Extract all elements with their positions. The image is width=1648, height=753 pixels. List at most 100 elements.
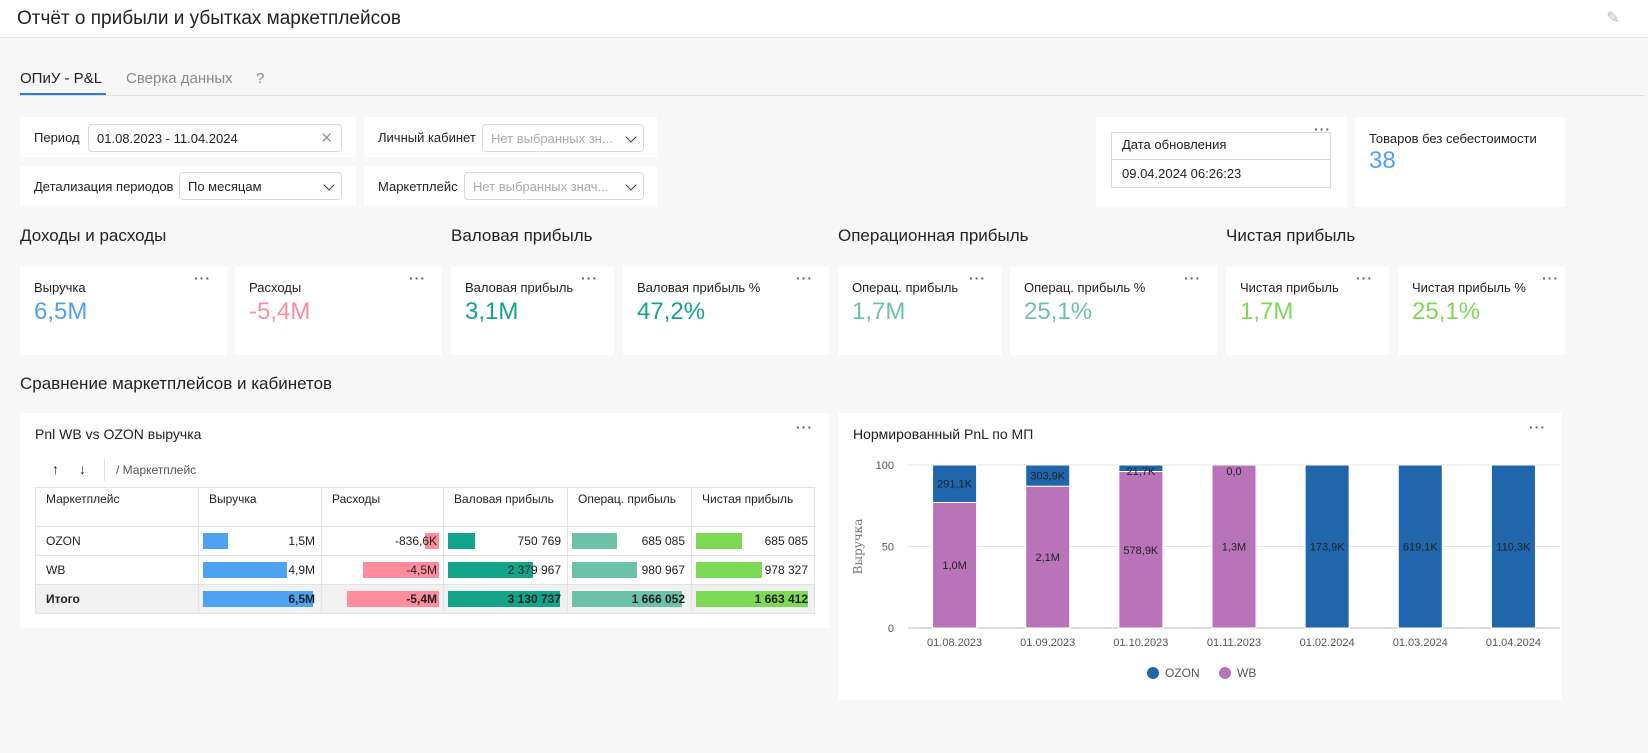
data-label: 0,0	[1226, 466, 1241, 478]
kpi-label: Валовая прибыль	[465, 280, 574, 295]
bar-segment-ozon	[1118, 464, 1164, 473]
data-label: 291,1K	[937, 479, 973, 491]
value-cell: 1 666 052	[567, 584, 692, 614]
column-header[interactable]: Выручка	[198, 487, 322, 527]
update-date-label: Дата обновления	[1112, 133, 1330, 160]
cell-content: 1,5M	[203, 531, 317, 551]
x-tick-label: 01.11.2023	[1207, 637, 1261, 649]
kpi-value: 25,1%	[1024, 298, 1093, 325]
divider	[104, 459, 105, 481]
section-compare: Сравнение маркетплейсов и кабинетов	[20, 374, 333, 393]
table-row[interactable]: OZON 1,5M -836,6K 750 769 685 085 685 085	[35, 526, 815, 556]
cell-value: -836,6K	[394, 534, 437, 548]
cell-value: 685 085	[764, 534, 808, 548]
value-cell: 750 769	[443, 526, 568, 556]
more-icon[interactable]: ···	[409, 270, 426, 286]
kpi-net-profit-pct: Чистая прибыль % 25,1% ···	[1398, 266, 1565, 355]
value-bar	[572, 562, 637, 578]
cell-content: 685 085	[696, 531, 810, 551]
sort-down-icon[interactable]: ↓	[79, 461, 86, 477]
data-label: 21,7K	[1126, 466, 1155, 478]
y-axis-label: Выручка	[851, 519, 865, 575]
column-header[interactable]: Валовая прибыль	[443, 487, 568, 527]
table-row[interactable]: Итого 6,5M -5,4M 3 130 737 1 666 052 1 663 41…	[35, 584, 815, 614]
more-icon[interactable]: ···	[1356, 270, 1373, 286]
value-bar	[203, 562, 287, 578]
kpi-value: 1,7M	[852, 298, 906, 325]
kpi-operating-profit: Операц. прибыль 1,7M ···	[838, 266, 1002, 355]
marketplace-label: Маркетплейс	[378, 179, 458, 194]
detail-value: По месяцам	[188, 179, 262, 194]
column-header[interactable]: Операц. прибыль	[567, 487, 692, 527]
kpi-label: Операц. прибыль %	[1024, 280, 1146, 295]
more-icon[interactable]: ···	[969, 270, 986, 286]
cell-content: -4,5M	[326, 560, 439, 580]
value-cell: 685 085	[691, 526, 815, 556]
column-header[interactable]: Расходы	[321, 487, 444, 527]
section-operating: Операционная прибыль	[838, 226, 1029, 245]
more-icon[interactable]: ···	[581, 270, 598, 286]
column-header[interactable]: Чистая прибыль	[691, 487, 815, 527]
kpi-value: 3,1M	[465, 298, 519, 325]
kpi-label: Чистая прибыль %	[1412, 280, 1526, 295]
cell-value: 3 130 737	[507, 592, 561, 606]
value-bar	[203, 591, 313, 607]
cell-value: 978 327	[764, 563, 808, 577]
update-date-card: ··· Дата обновления 09.04.2024 06:26:23	[1096, 117, 1347, 207]
cell-content: 980 967	[572, 560, 687, 580]
more-icon[interactable]: ···	[796, 419, 813, 435]
cabinet-select[interactable]: Нет выбранных зн...	[482, 124, 644, 152]
tab-help[interactable]: ?	[256, 70, 265, 87]
marketplace-cell: Итого	[35, 584, 199, 614]
bar-segment-ozon	[1397, 464, 1443, 629]
more-icon[interactable]: ···	[1184, 270, 1201, 286]
value-cell: -4,5M	[321, 555, 444, 585]
section-gross: Валовая прибыль	[451, 226, 593, 245]
more-icon[interactable]: ···	[1314, 121, 1331, 137]
value-cell: -836,6K	[321, 526, 444, 556]
page-title: Отчёт о прибыли и убытках маркетплейсов	[17, 8, 401, 29]
cell-content: 1 663 412	[696, 589, 810, 609]
tab-reconciliation[interactable]: Сверка данных	[126, 70, 233, 87]
clear-icon[interactable]: ✕	[320, 130, 333, 147]
cell-value: 1 663 412	[754, 592, 808, 606]
sort-up-icon[interactable]: ↑	[52, 461, 59, 477]
kpi-value: 1,7M	[1240, 298, 1294, 325]
cell-value: -5,4M	[406, 592, 437, 606]
value-bar	[696, 591, 808, 607]
tab-pnl[interactable]: ОПиУ - P&L	[20, 70, 103, 87]
breadcrumb[interactable]: / Маркетплейс	[116, 463, 197, 477]
tab-bar: ОПиУ - P&L Сверка данных ?	[20, 60, 1645, 96]
x-tick-label: 01.02.2024	[1300, 637, 1355, 649]
x-tick-label: 01.09.2023	[1020, 637, 1075, 649]
value-bar	[448, 533, 475, 549]
marketplace-select[interactable]: Нет выбранных знач...	[464, 172, 644, 200]
edit-icon[interactable]: ✎	[1606, 10, 1620, 27]
cabinet-placeholder: Нет выбранных зн...	[491, 131, 613, 146]
period-input[interactable]: 01.08.2023 - 11.04.2024 ✕	[88, 124, 342, 152]
value-cell: 685 085	[567, 526, 692, 556]
value-bar	[572, 591, 682, 607]
kpi-net-profit: Чистая прибыль 1,7M ···	[1226, 266, 1389, 355]
chevron-down-icon	[323, 179, 335, 191]
more-icon[interactable]: ···	[796, 270, 813, 286]
more-icon[interactable]: ···	[1542, 270, 1559, 286]
kpi-label: Валовая прибыль %	[637, 280, 761, 295]
value-cell: 1,5M	[198, 526, 322, 556]
bar-segment-ozon	[1025, 464, 1071, 487]
more-icon[interactable]: ···	[194, 270, 211, 286]
period-label: Период	[34, 130, 80, 145]
more-icon[interactable]: ···	[1529, 419, 1546, 435]
value-bar	[448, 591, 560, 607]
table-row[interactable]: WB 4,9M -4,5M 2 379 967 980 967 978 327	[35, 555, 815, 585]
value-bar	[572, 533, 617, 549]
cell-value: 750 769	[517, 534, 561, 548]
chart-card: Нормированный PnL по МП ··· 0 50 100 Выручк…	[838, 413, 1562, 700]
cell-value: 1 666 052	[631, 592, 685, 606]
stacked-bar-chart: 0 50 100 Выручка 1,0M 291,1K 01.08.2023 2,1M 303…	[851, 460, 1560, 680]
column-header[interactable]: Маркетплейс	[35, 487, 199, 527]
detail-select[interactable]: По месяцам	[179, 172, 342, 200]
bar-segment-ozon	[1490, 464, 1536, 629]
kpi-gross-profit: Валовая прибыль 3,1M ···	[451, 266, 614, 355]
kpi-value: 47,2%	[637, 298, 706, 325]
